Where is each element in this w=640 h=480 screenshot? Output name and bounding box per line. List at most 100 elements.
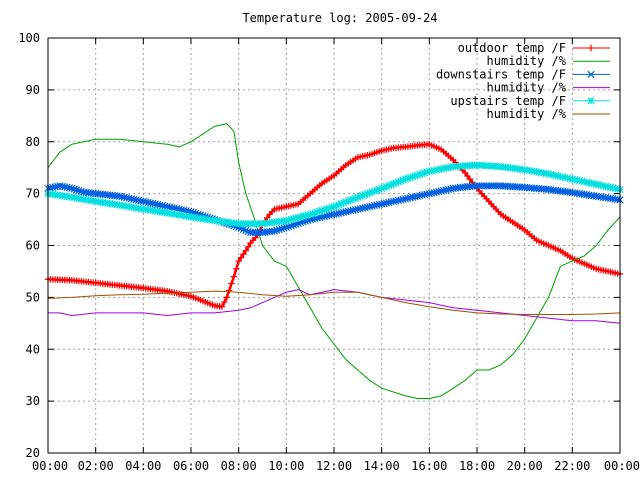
data-point — [344, 197, 352, 205]
x-tick-label: 08:00 — [221, 459, 257, 473]
y-tick-label: 50 — [26, 290, 40, 304]
data-point — [380, 183, 388, 192]
data-point — [330, 202, 338, 211]
data-point — [273, 226, 281, 234]
data-point — [339, 199, 348, 207]
data-point — [387, 181, 395, 189]
data-point — [361, 190, 369, 199]
data-point — [409, 173, 417, 181]
data-point — [358, 191, 367, 200]
y-tick-label: 30 — [26, 394, 40, 408]
data-point — [423, 168, 431, 176]
data-point — [399, 176, 407, 184]
legend-label: humidity /% — [487, 107, 567, 121]
data-point — [397, 177, 405, 185]
series-6 — [47, 290, 621, 315]
x-tick-label: 16:00 — [411, 459, 447, 473]
x-tick-label: 02:00 — [78, 459, 114, 473]
y-tick-label: 20 — [26, 446, 40, 460]
series-2 — [47, 123, 621, 399]
data-point — [292, 214, 300, 222]
data-point — [349, 195, 357, 203]
legend-label: downstairs temp /F — [436, 67, 566, 81]
axes: 20 30 40 50 60 70 80 90 100 00:00 02:00 04:00 06:00 0… — [18, 31, 640, 473]
data-point — [337, 200, 345, 208]
data-point — [68, 184, 76, 193]
data-point — [223, 294, 230, 301]
data-point — [320, 206, 329, 214]
y-tick-label: 90 — [26, 83, 40, 97]
data-point — [375, 185, 383, 193]
x-tick-label: 12:00 — [316, 459, 352, 473]
data-point — [335, 201, 343, 209]
data-point — [70, 185, 78, 193]
x-tick-label: 00:00 — [604, 459, 640, 473]
data-point — [294, 213, 302, 222]
data-point — [280, 224, 288, 232]
data-point — [411, 172, 419, 180]
data-point — [301, 211, 310, 220]
series-4 — [48, 289, 621, 324]
data-point — [245, 243, 252, 250]
legend-label: outdoor temp /F — [458, 41, 566, 55]
chart-title: Temperature log: 2005-09-24 — [242, 11, 437, 25]
y-tick-label: 100 — [18, 31, 40, 45]
legend-marker — [587, 44, 595, 52]
data-point — [282, 216, 290, 225]
data-point — [282, 223, 290, 231]
data-point — [318, 206, 326, 215]
data-point — [299, 212, 307, 220]
x-tick-label: 14:00 — [364, 459, 400, 473]
plot-frame — [47, 37, 621, 454]
data-point — [75, 186, 83, 195]
data-point — [394, 178, 402, 186]
data-point — [285, 222, 293, 231]
series-group — [44, 123, 624, 399]
data-point — [413, 171, 422, 179]
data-point — [277, 225, 286, 233]
x-tick-label: 06:00 — [173, 459, 209, 473]
data-point — [332, 202, 341, 210]
y-tick-label: 80 — [26, 135, 40, 149]
data-point — [306, 210, 314, 218]
x-tick-label: 00:00 — [32, 459, 68, 473]
data-point — [351, 194, 360, 202]
data-point — [72, 186, 81, 194]
y-tick-label: 40 — [26, 342, 40, 356]
data-point — [347, 196, 355, 204]
data-point — [420, 169, 429, 177]
legend-label: humidity /% — [487, 54, 567, 68]
data-point — [368, 188, 376, 196]
data-point — [297, 213, 305, 221]
data-point — [406, 173, 414, 182]
data-point — [237, 254, 245, 261]
data-point — [416, 170, 424, 179]
data-point — [242, 247, 250, 254]
data-point — [342, 198, 350, 206]
x-tick-label: 10:00 — [268, 459, 304, 473]
data-point — [285, 216, 293, 224]
data-point — [230, 273, 238, 280]
data-point — [289, 215, 298, 223]
data-point — [225, 287, 233, 294]
data-point — [370, 187, 379, 195]
legend-label: humidity /% — [487, 81, 567, 95]
data-point — [275, 225, 283, 234]
data-point — [311, 209, 319, 217]
data-point — [228, 280, 235, 287]
data-point — [327, 203, 336, 211]
data-point — [378, 184, 386, 193]
x-tick-label: 18:00 — [459, 459, 495, 473]
series-line — [47, 123, 621, 399]
data-point — [382, 182, 391, 191]
data-point — [373, 186, 381, 194]
legend-marker — [587, 70, 595, 79]
legend-marker — [587, 97, 595, 105]
y-tick-label: 60 — [26, 239, 40, 253]
x-tick-label: 22:00 — [554, 459, 590, 473]
data-point — [418, 170, 426, 178]
data-point — [392, 179, 400, 187]
data-point — [308, 209, 317, 218]
